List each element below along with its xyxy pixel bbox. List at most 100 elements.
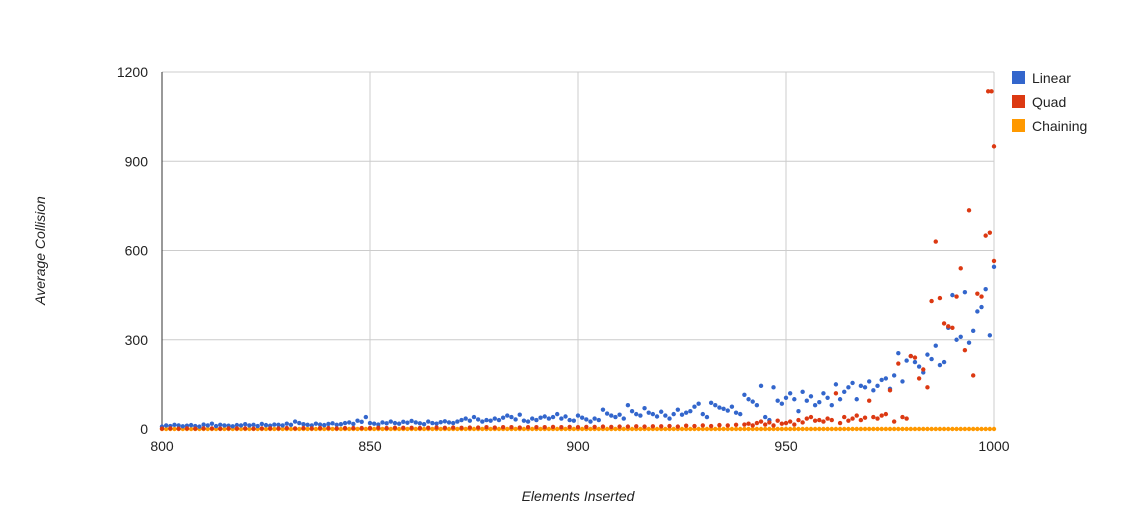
linear-point: [792, 397, 797, 402]
linear-point: [904, 358, 909, 363]
chaining-point: [854, 426, 859, 432]
linear-point: [991, 264, 997, 270]
chaining-point: [896, 426, 901, 432]
linear-point: [517, 412, 522, 417]
linear-point: [492, 416, 497, 421]
legend-item: Linear: [1012, 70, 1071, 86]
quad-point: [159, 426, 165, 431]
linear-point: [575, 413, 581, 418]
quad-point: [921, 367, 926, 372]
quad-point: [442, 425, 448, 431]
chaining-point: [725, 426, 730, 432]
quad-point: [883, 411, 889, 417]
linear-point: [371, 421, 377, 426]
linear-point: [871, 388, 876, 393]
linear-point: [650, 411, 656, 417]
linear-point: [401, 419, 406, 425]
chaining-point: [837, 426, 843, 432]
chaining-point: [916, 426, 922, 432]
chaining-point: [908, 426, 913, 432]
linear-point: [484, 417, 489, 423]
linear-point: [733, 410, 739, 415]
chaining-point: [721, 426, 726, 432]
tick-labels: 0 300 600 900 1200 800 850 900 950 1000: [117, 64, 1010, 454]
linear-point: [471, 414, 477, 420]
quad-point: [575, 425, 581, 430]
chaining-point: [696, 426, 701, 432]
quad-point: [954, 294, 959, 299]
linear-point: [983, 286, 988, 292]
chaining-point: [405, 426, 410, 432]
chaining-point: [833, 426, 839, 432]
quad-point: [958, 266, 963, 271]
quad-point: [176, 426, 181, 431]
chaining-point: [679, 426, 685, 432]
linear-point: [609, 413, 614, 418]
linear-point: [538, 415, 543, 420]
chaining-point: [750, 426, 755, 432]
chaining-point: [288, 426, 294, 432]
quad-point: [837, 420, 843, 426]
linear-point: [505, 413, 510, 418]
chaining-point: [172, 426, 177, 432]
chaining-point: [933, 426, 938, 432]
quad-point: [517, 425, 522, 430]
quad-point: [667, 423, 672, 429]
y-tick-label: 1200: [117, 64, 148, 80]
linear-point: [962, 289, 968, 295]
x-tick-label: 950: [774, 438, 798, 454]
quad-point: [962, 347, 968, 353]
quad-point: [904, 416, 909, 421]
chaining-point: [280, 426, 285, 432]
chaining-point: [821, 426, 826, 432]
quad-point: [985, 89, 991, 94]
linear-point: [550, 414, 556, 420]
chaining-point: [455, 426, 460, 432]
linear-point: [263, 422, 269, 428]
linear-point: [617, 412, 622, 417]
chaining-point: [704, 426, 710, 432]
linear-point: [966, 340, 972, 345]
linear-point: [779, 401, 785, 406]
linear-point: [188, 422, 194, 428]
linear-point: [941, 359, 947, 365]
quad-point: [991, 258, 997, 264]
linear-point: [446, 420, 452, 425]
linear-point: [426, 419, 431, 424]
linear-point: [950, 292, 955, 298]
linear-point: [500, 415, 506, 420]
quad-point: [184, 426, 190, 431]
quad-point: [243, 426, 248, 431]
linear-point: [359, 419, 364, 425]
chaining-point: [646, 426, 651, 432]
linear-point: [546, 416, 552, 421]
linear-point: [284, 421, 289, 426]
linear-point: [858, 383, 864, 389]
quad-point: [875, 416, 880, 421]
linear-point: [808, 394, 814, 399]
chaining-point: [779, 426, 785, 432]
chaining-point: [272, 426, 277, 432]
linear-point: [883, 376, 889, 381]
linear-point: [900, 379, 905, 384]
quad-point: [879, 413, 884, 418]
quad-point: [925, 385, 930, 390]
quad-point: [201, 426, 206, 431]
linear-point: [555, 411, 560, 417]
chaining-point: [758, 426, 764, 432]
linear-point: [683, 410, 689, 415]
quad-point: [251, 426, 256, 431]
linear-point: [671, 411, 676, 417]
quad-point: [301, 425, 306, 431]
quad-point: [592, 424, 597, 430]
linear-point: [775, 398, 780, 403]
chaining-point: [792, 426, 797, 432]
linear-point: [713, 403, 718, 408]
y-tick-label: 300: [125, 332, 149, 348]
legend-swatch: [1012, 71, 1025, 84]
chaining-point: [717, 426, 722, 432]
legend-item: Quad: [1012, 94, 1066, 110]
quad-point: [376, 425, 381, 431]
linear-point: [255, 423, 260, 429]
linear-point: [326, 421, 331, 427]
